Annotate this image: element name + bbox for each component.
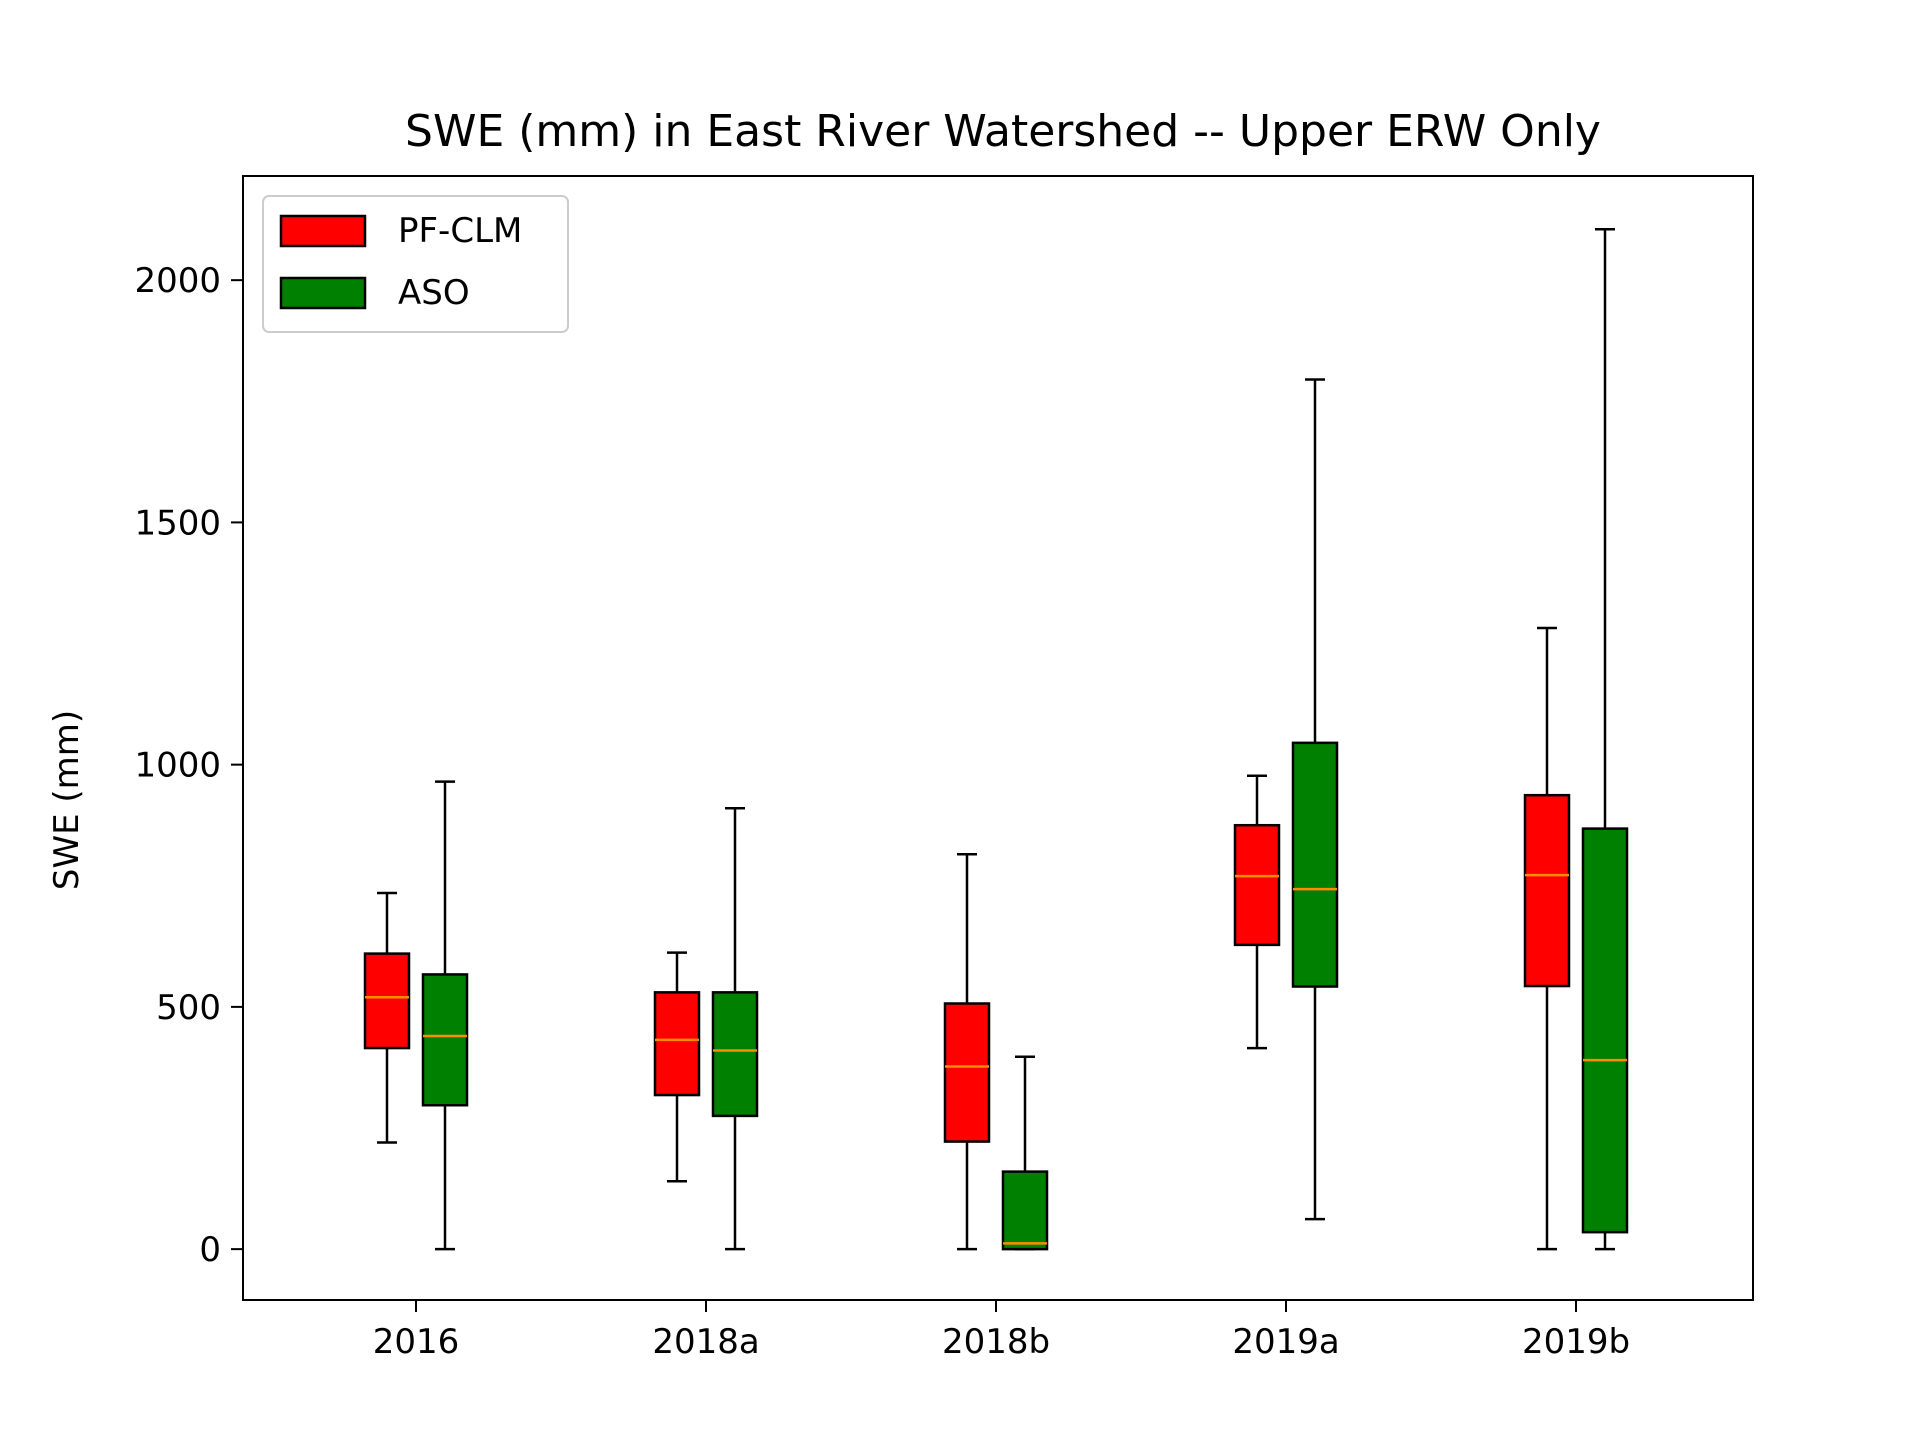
legend-swatch-aso	[279, 276, 367, 310]
box-body	[943, 1002, 991, 1143]
box-aso-2019b	[1581, 228, 1629, 1251]
box-pf-clm-2018b	[943, 853, 991, 1251]
box-body	[1291, 741, 1339, 988]
x-tick-label: 2016	[373, 1322, 460, 1362]
box-body	[421, 973, 469, 1107]
box-aso-2016	[421, 780, 469, 1251]
x-tick-label: 2019a	[1232, 1322, 1339, 1362]
legend-label-pf-clm: PF-CLM	[398, 211, 522, 251]
box-body	[1001, 1170, 1049, 1251]
box-body	[1581, 827, 1629, 1234]
box-pf-clm-2018a	[653, 951, 701, 1183]
legend-swatch-pf-clm	[279, 214, 367, 248]
box-aso-2018b	[1001, 1055, 1049, 1251]
box-body	[711, 991, 759, 1118]
box-aso-2018a	[711, 807, 759, 1251]
y-tick-label: 1000	[134, 746, 221, 786]
x-tick-label: 2018a	[652, 1322, 759, 1362]
y-axis-label: SWE (mm)	[47, 710, 87, 890]
x-tick-label: 2019b	[1522, 1322, 1630, 1362]
legend: PF-CLM ASO	[262, 195, 569, 333]
box-body	[1523, 793, 1571, 988]
legend-label-aso: ASO	[398, 273, 470, 313]
y-tick-label: 500	[156, 988, 221, 1028]
box-body	[363, 952, 411, 1050]
box-pf-clm-2019b	[1523, 626, 1571, 1251]
y-tick-label: 0	[199, 1230, 221, 1270]
plot-frame	[242, 175, 1754, 1301]
y-tick-label: 2000	[134, 261, 221, 301]
box-pf-clm-2016	[363, 891, 411, 1144]
box-body	[1233, 823, 1281, 947]
box-aso-2019a	[1291, 378, 1339, 1221]
box-pf-clm-2019a	[1233, 774, 1281, 1050]
box-body	[653, 991, 701, 1097]
y-tick-label: 1500	[134, 503, 221, 543]
x-tick-label: 2018b	[942, 1322, 1050, 1362]
plot-area: 0 500 1000 1500 2000 2016 2018a 2018b 2019a 2019b	[134, 228, 1630, 1362]
chart-title: SWE (mm) in East River Watershed -- Uppe…	[405, 106, 1601, 157]
